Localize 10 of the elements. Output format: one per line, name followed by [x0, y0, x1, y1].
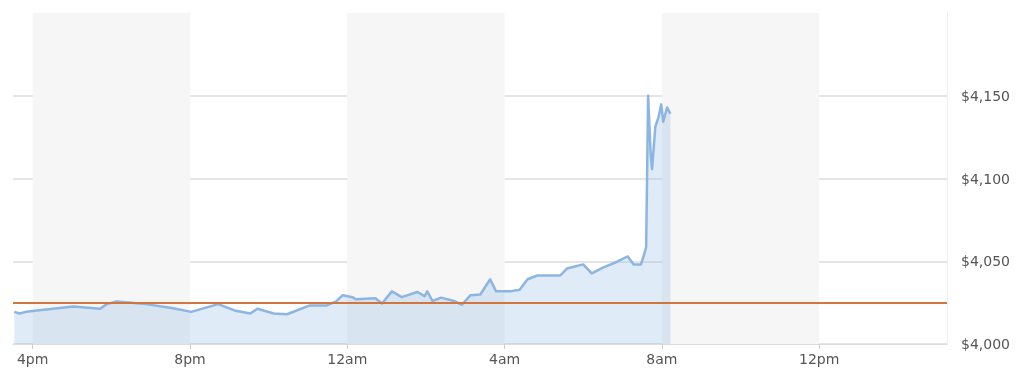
x-tick-label: 12pm: [799, 351, 840, 367]
y-tick-label: $4,150: [961, 87, 1010, 104]
x-tick-label: 4pm: [16, 351, 49, 367]
x-tick-label: 12am: [327, 351, 368, 367]
x-tick-label: 4am: [489, 351, 521, 367]
y-tick-label: $4,000: [961, 336, 1010, 352]
x-tick-label: 8am: [646, 351, 678, 367]
y-tick-label: $4,050: [961, 253, 1010, 270]
y-tick-label: $4,100: [961, 170, 1010, 187]
x-tick-label: 8pm: [174, 351, 206, 367]
